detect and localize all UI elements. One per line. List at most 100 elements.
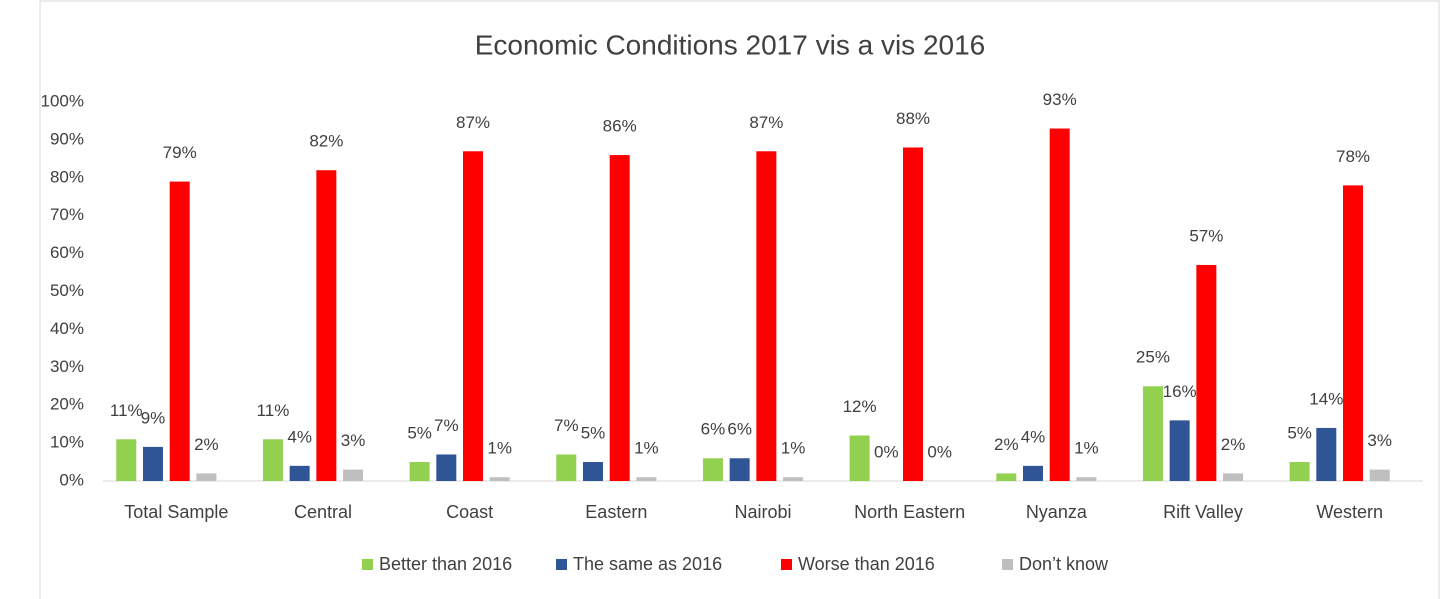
data-label: 5% bbox=[1287, 424, 1312, 443]
bar bbox=[489, 477, 510, 481]
data-label: 14% bbox=[1309, 389, 1343, 408]
bar bbox=[1316, 427, 1337, 481]
data-label: 2% bbox=[1221, 435, 1246, 454]
y-tick-label: 90% bbox=[50, 129, 84, 148]
x-tick-label: Rift Valley bbox=[1163, 502, 1243, 522]
data-label: 2% bbox=[994, 435, 1019, 454]
x-tick-label: Coast bbox=[446, 502, 493, 522]
y-tick-label: 0% bbox=[59, 470, 84, 489]
data-label: 1% bbox=[634, 439, 659, 458]
x-tick-label: North Eastern bbox=[854, 502, 965, 522]
data-label: 82% bbox=[309, 132, 343, 151]
data-label: 11% bbox=[110, 401, 143, 420]
bar bbox=[289, 465, 310, 481]
bar bbox=[1022, 465, 1043, 481]
data-label: 1% bbox=[487, 439, 512, 458]
bar bbox=[636, 477, 657, 481]
data-label: 5% bbox=[581, 424, 606, 443]
data-label: 1% bbox=[1074, 439, 1099, 458]
bar bbox=[702, 458, 723, 481]
data-label: 12% bbox=[843, 397, 877, 416]
bar bbox=[169, 181, 190, 481]
bar bbox=[262, 439, 283, 481]
data-label: 3% bbox=[341, 431, 366, 450]
bar bbox=[756, 151, 777, 481]
x-tick-label: Nyanza bbox=[1026, 502, 1088, 522]
bar bbox=[316, 170, 337, 481]
data-label: 4% bbox=[1021, 427, 1046, 446]
y-tick-label: 60% bbox=[50, 243, 84, 262]
data-label: 0% bbox=[874, 442, 899, 461]
x-tick-label: Nairobi bbox=[734, 502, 791, 522]
data-label: 87% bbox=[749, 113, 783, 132]
data-label: 6% bbox=[727, 420, 752, 439]
data-label: 2% bbox=[194, 435, 219, 454]
data-label: 7% bbox=[554, 416, 579, 435]
data-label: 5% bbox=[407, 424, 432, 443]
data-label: 3% bbox=[1367, 431, 1392, 450]
legend-swatch bbox=[781, 559, 792, 570]
y-tick-label: 70% bbox=[50, 205, 84, 224]
legend-label: The same as 2016 bbox=[573, 554, 722, 574]
bar bbox=[1142, 386, 1163, 481]
legend-swatch bbox=[362, 559, 373, 570]
legend-label: Don’t know bbox=[1019, 554, 1109, 574]
x-tick-label: Central bbox=[294, 502, 352, 522]
bar bbox=[1223, 473, 1244, 481]
bar bbox=[1369, 469, 1390, 481]
bar bbox=[196, 473, 217, 481]
y-tick-label: 10% bbox=[50, 433, 84, 452]
legend-label: Better than 2016 bbox=[379, 554, 512, 574]
data-label: 93% bbox=[1043, 90, 1077, 109]
data-label: 4% bbox=[287, 427, 312, 446]
legend-label: Worse than 2016 bbox=[798, 554, 935, 574]
data-label: 78% bbox=[1336, 147, 1370, 166]
y-tick-label: 100% bbox=[41, 91, 84, 110]
y-tick-label: 40% bbox=[50, 319, 84, 338]
bar bbox=[409, 462, 430, 481]
legend-swatch bbox=[556, 559, 567, 570]
data-label: 1% bbox=[781, 439, 806, 458]
y-tick-label: 30% bbox=[50, 357, 84, 376]
y-tick-label: 50% bbox=[50, 281, 84, 300]
bar bbox=[343, 469, 364, 481]
bar bbox=[1343, 185, 1364, 481]
bar bbox=[436, 454, 457, 481]
bar bbox=[142, 446, 163, 481]
bar bbox=[609, 155, 630, 481]
legend-swatch bbox=[1002, 559, 1013, 570]
data-label: 79% bbox=[163, 143, 197, 162]
chart-border bbox=[39, 0, 1440, 599]
bar bbox=[783, 477, 804, 481]
bar bbox=[463, 151, 484, 481]
data-label: 57% bbox=[1189, 226, 1223, 245]
bar bbox=[1049, 128, 1070, 481]
bar bbox=[1289, 462, 1310, 481]
bar bbox=[996, 473, 1017, 481]
x-tick-label: Total Sample bbox=[124, 502, 228, 522]
data-label: 87% bbox=[456, 113, 490, 132]
y-tick-label: 20% bbox=[50, 395, 84, 414]
data-label: 0% bbox=[927, 442, 952, 461]
bar bbox=[556, 454, 577, 481]
x-tick-label: Western bbox=[1316, 502, 1383, 522]
bar bbox=[1169, 420, 1190, 481]
x-tick-label: Eastern bbox=[585, 502, 647, 522]
data-label: 16% bbox=[1163, 382, 1197, 401]
chart-title: Economic Conditions 2017 vis a vis 2016 bbox=[475, 29, 986, 60]
data-label: 7% bbox=[434, 416, 459, 435]
bar bbox=[903, 147, 924, 482]
bar bbox=[1076, 477, 1097, 481]
data-label: 9% bbox=[141, 408, 166, 427]
bar bbox=[849, 435, 870, 481]
bar bbox=[1196, 264, 1217, 481]
data-label: 11% bbox=[257, 401, 290, 420]
data-label: 86% bbox=[603, 117, 637, 136]
data-label: 25% bbox=[1136, 348, 1170, 367]
y-tick-label: 80% bbox=[50, 167, 84, 186]
bar bbox=[116, 439, 137, 481]
bar bbox=[582, 462, 603, 481]
bar bbox=[729, 458, 750, 481]
data-label: 88% bbox=[896, 109, 930, 128]
